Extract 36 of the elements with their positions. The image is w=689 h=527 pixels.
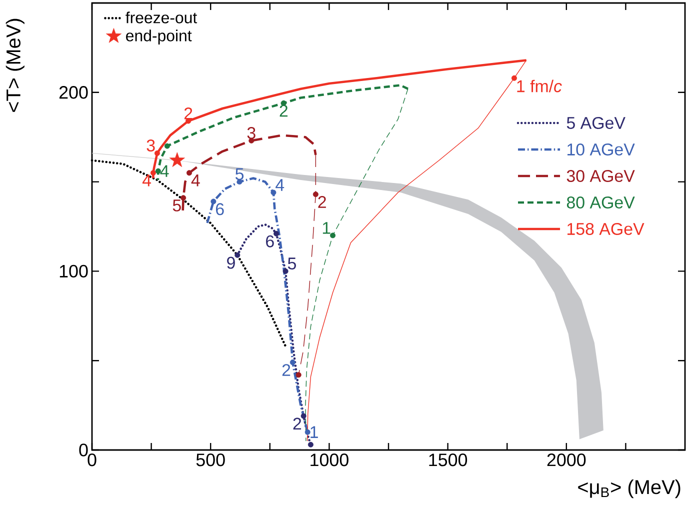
legend-label: 5 AGeV	[566, 117, 626, 129]
legend-label: freeze-out	[126, 12, 198, 24]
y-tick-label: 200	[59, 86, 88, 99]
x-axis-title: <μ$_{B}$> (MeV)	[578, 480, 680, 498]
x-tick-label: 2000	[547, 454, 586, 466]
annotation: 4	[160, 165, 169, 177]
y-tick-label: 100	[60, 264, 88, 278]
annotation: 6	[266, 235, 274, 248]
legend-label: end-point	[126, 30, 192, 45]
y-axis-title: <T> (MeV)	[6, 18, 24, 112]
x-tick-label: 500	[196, 454, 225, 466]
legend-label: 158 AGeV	[568, 223, 644, 235]
x-tick-label: 0	[88, 454, 96, 466]
annotation: 2	[293, 418, 302, 430]
x-tick-label: 1000	[310, 454, 348, 466]
annotation: 5	[236, 168, 244, 180]
annotation: 2	[282, 364, 290, 376]
annotation: 1	[310, 426, 318, 438]
x-tick-label: 1500	[429, 454, 468, 466]
annotation: 1 fm/c	[517, 80, 562, 92]
annotation: 6	[216, 203, 224, 216]
annotation: 9	[227, 256, 235, 269]
annotation: 2	[318, 196, 326, 208]
annotation: 5	[288, 258, 296, 270]
legend-label: 10 AGeV	[568, 144, 635, 156]
annotation: 4	[142, 174, 151, 186]
annotation: 1	[322, 222, 330, 234]
annotation: 2	[280, 104, 288, 117]
legend-label: 30 AGeV	[566, 170, 635, 182]
legend-label: 80 AGeV	[566, 196, 635, 208]
annotation: 4	[191, 174, 200, 186]
annotation: 3	[146, 140, 155, 152]
annotation: 5	[172, 200, 181, 212]
annotation: 3	[247, 126, 256, 139]
annotation: 4	[276, 179, 284, 191]
y-tick-label: 0	[79, 444, 88, 456]
